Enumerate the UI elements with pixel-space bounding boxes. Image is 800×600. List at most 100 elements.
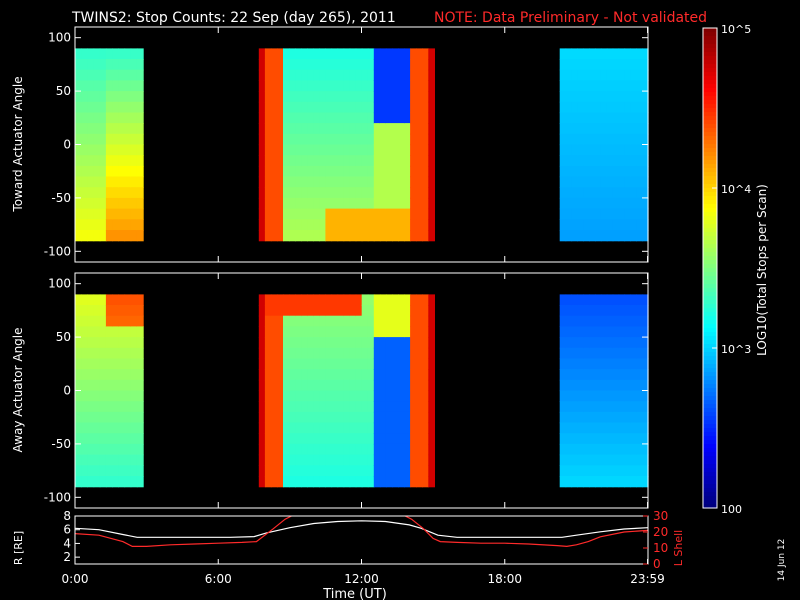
heatmap-cell xyxy=(636,197,643,210)
colorbar-swatch xyxy=(703,308,717,313)
heatmap-cell xyxy=(124,401,132,413)
heatmap-cell xyxy=(600,422,608,434)
heatmap-cell xyxy=(404,144,411,156)
heatmap-cell xyxy=(325,59,333,71)
heatmap-cell xyxy=(331,91,339,103)
heatmap-cell xyxy=(301,401,308,413)
colorbar-swatch xyxy=(703,72,717,77)
heatmap-cell xyxy=(136,411,144,424)
heatmap-cell xyxy=(595,155,602,167)
heatmap-cell xyxy=(136,358,144,370)
heatmap-cell xyxy=(589,358,596,370)
heatmap-cell xyxy=(130,230,138,242)
heatmap-cell xyxy=(600,411,608,424)
heatmap-cell xyxy=(600,176,608,188)
heatmap-cell xyxy=(270,294,278,306)
colorbar-swatch xyxy=(703,320,717,325)
heatmap-cell xyxy=(589,230,596,242)
heatmap-cell xyxy=(630,379,637,392)
heatmap-cell xyxy=(398,48,405,60)
heatmap-cell xyxy=(99,69,107,81)
heatmap-cell xyxy=(124,326,132,338)
heatmap-cell xyxy=(612,422,620,434)
colorbar-swatch xyxy=(703,452,717,457)
heatmap-cell xyxy=(319,422,326,434)
heatmap-cell xyxy=(404,465,411,477)
heatmap-cell xyxy=(379,294,387,306)
heatmap-cell xyxy=(99,422,107,434)
heatmap-cell xyxy=(373,208,381,220)
heatmap-cell xyxy=(385,230,393,242)
heatmap-cell xyxy=(295,347,302,360)
heatmap-cell xyxy=(559,347,567,360)
heatmap-cell xyxy=(600,379,608,392)
heatmap-cell xyxy=(422,165,429,178)
heatmap-cell xyxy=(422,390,429,402)
heatmap-cell xyxy=(565,411,573,424)
heatmap-cell xyxy=(264,465,272,477)
heatmap-cell xyxy=(331,133,339,146)
heatmap-cell xyxy=(337,315,345,327)
heatmap-cell xyxy=(624,294,631,306)
heatmap-cell xyxy=(565,91,573,103)
heatmap-cell xyxy=(343,101,351,114)
colorbar-swatch xyxy=(703,236,717,241)
heatmap-cell xyxy=(87,230,95,242)
colorbar-swatch xyxy=(703,288,717,293)
colorbar-swatch xyxy=(703,368,717,373)
heatmap-cell xyxy=(624,197,631,210)
heatmap-cell xyxy=(136,80,144,92)
heatmap-cell xyxy=(136,101,144,114)
heatmap-cell xyxy=(270,454,278,466)
heatmap-cell xyxy=(624,390,631,402)
heatmap-cell xyxy=(600,433,608,445)
heatmap-cell xyxy=(630,208,637,220)
heatmap-cell xyxy=(565,326,573,338)
heatmap-cell xyxy=(636,411,643,424)
heatmap-cell xyxy=(642,315,649,327)
heatmap-cell xyxy=(124,197,132,210)
heatmap-cell xyxy=(258,476,266,488)
heatmap-cell xyxy=(367,379,375,392)
heatmap-cell xyxy=(379,59,387,71)
heatmap-cell xyxy=(571,230,578,242)
heatmap-cell xyxy=(559,401,567,413)
heatmap-cell xyxy=(612,69,620,81)
heatmap-cell xyxy=(343,379,351,392)
heatmap-cell xyxy=(112,443,119,456)
heatmap-cell xyxy=(331,476,339,488)
time-tick-label: 6:00 xyxy=(205,572,232,586)
colorbar-frame xyxy=(702,27,718,509)
heatmap-cell xyxy=(295,390,302,402)
heatmap-cell xyxy=(618,230,626,242)
heatmap-cell xyxy=(373,176,381,188)
heatmap-cell xyxy=(583,69,590,81)
heatmap-cell xyxy=(124,390,132,402)
colorbar-swatch xyxy=(703,76,717,81)
heatmap-cell xyxy=(577,208,584,220)
heatmap-cell xyxy=(630,454,637,466)
heatmap-cell xyxy=(361,230,369,242)
heatmap-cell xyxy=(404,454,411,466)
heatmap-cell xyxy=(571,91,578,103)
heatmap-cell xyxy=(93,91,101,103)
heatmap-cell xyxy=(373,91,381,103)
heatmap-cell xyxy=(258,390,266,402)
heatmap-cell xyxy=(612,326,620,338)
heatmap-cell xyxy=(404,443,411,456)
heatmap-cell xyxy=(642,219,649,231)
heatmap-cell xyxy=(118,101,126,114)
colorbar-swatch xyxy=(703,32,717,37)
heatmap-cell xyxy=(75,454,82,466)
heatmap-cell xyxy=(630,401,637,413)
heatmap-cell xyxy=(319,390,326,402)
heatmap-cell xyxy=(589,176,596,188)
heatmap-cell xyxy=(583,187,590,199)
heatmap-cell xyxy=(392,422,399,434)
heatmap-cell xyxy=(75,476,82,488)
heatmap-cell xyxy=(136,133,144,146)
heatmap-cell xyxy=(343,155,351,167)
heatmap-cell xyxy=(367,422,375,434)
heatmap-cell xyxy=(301,219,308,231)
